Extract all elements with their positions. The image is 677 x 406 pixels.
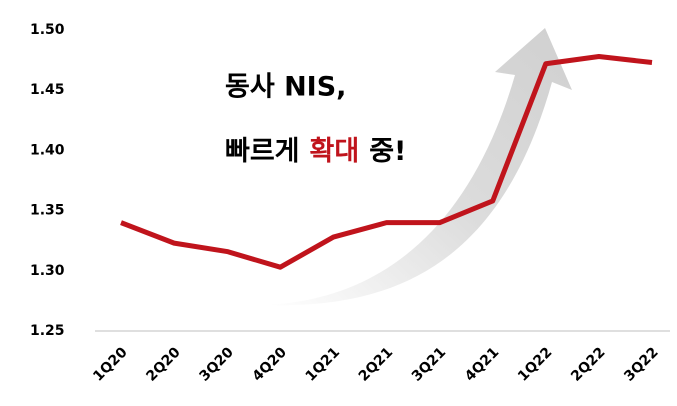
x-tick-label: 4Q20	[250, 344, 291, 385]
annotation-line: 동사 NIS,	[225, 72, 346, 103]
y-tick-label: 1.45	[30, 82, 65, 98]
annotation-part: 빠르게	[225, 136, 300, 167]
y-tick-label: 1.25	[30, 323, 65, 339]
line-series	[120, 53, 653, 270]
x-tick-label: 4Q21	[462, 344, 502, 384]
x-tick-label: 3Q20	[196, 344, 237, 385]
annotation-highlight: 확대	[310, 136, 360, 167]
x-tick-label: 1Q20	[90, 344, 131, 385]
x-tick-label: 3Q22	[621, 344, 661, 384]
y-tick-label: 1.30	[30, 263, 65, 279]
x-tick-label: 1Q22	[515, 344, 555, 384]
annotation-line: 빠르게 확대 중!	[225, 136, 406, 167]
y-tick-label: 1.40	[30, 142, 65, 158]
annotation: 동사 NIS, 빠르게 확대 중!	[225, 72, 406, 167]
x-tick-label: 2Q21	[356, 344, 396, 384]
x-tick-label: 2Q20	[143, 344, 184, 385]
y-tick-label: 1.35	[30, 203, 65, 219]
x-tick-label: 1Q21	[303, 344, 343, 384]
trend-arrow	[265, 28, 572, 306]
x-tick-label: 2Q22	[568, 344, 608, 384]
annotation-part: 중!	[369, 136, 406, 167]
y-tick-label: 1.50	[30, 22, 65, 38]
x-tick-label: 3Q21	[409, 344, 449, 384]
